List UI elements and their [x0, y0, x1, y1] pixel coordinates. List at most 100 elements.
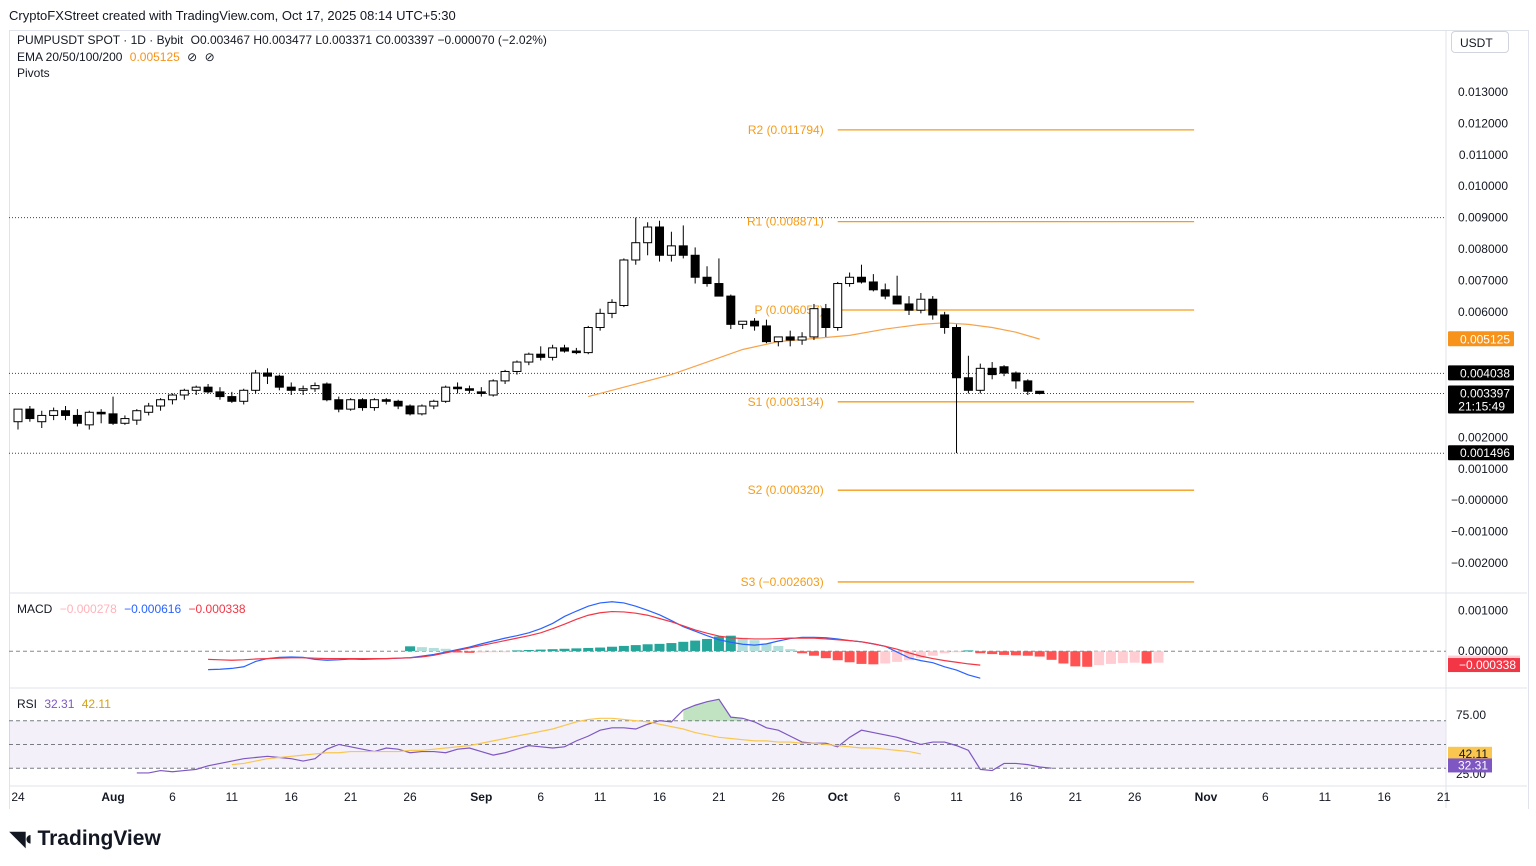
time-axis-label: 26 — [772, 790, 786, 804]
legend-rsi[interactable]: RSI 32.31 42.11 — [17, 697, 115, 711]
chart-frame — [9, 30, 1529, 809]
candle-body — [274, 375, 284, 388]
macd-histogram-bar — [559, 648, 570, 652]
legend-macd-hist: −0.000278 — [59, 602, 117, 616]
price-tick-label: 0.008000 — [1458, 242, 1508, 256]
macd-histogram-bar — [725, 635, 736, 652]
candle-body — [833, 283, 843, 329]
candle-body — [1035, 390, 1045, 394]
macd-histogram-bar — [820, 651, 831, 659]
candle-body — [892, 295, 902, 305]
candle-body — [714, 283, 724, 297]
legend-macd-signal: −0.000338 — [188, 602, 246, 616]
price-tick-label: 0.002000 — [1458, 430, 1508, 444]
macd-histogram-bar — [832, 651, 843, 661]
candle-body — [453, 386, 463, 390]
candle-body — [643, 226, 653, 244]
candle-body — [346, 399, 356, 410]
pivot-label: S3 (−0.002603) — [741, 575, 824, 589]
candle-body — [61, 410, 71, 416]
eye-off-icon[interactable]: ⊘ — [187, 50, 198, 64]
price-tick-label: 0.001000 — [1458, 462, 1508, 476]
macd-histogram-bar — [666, 643, 677, 652]
time-axis-label: 24 — [11, 790, 25, 804]
candle-body — [167, 394, 177, 401]
time-axis-label: Sep — [470, 790, 492, 804]
candle-body — [13, 408, 23, 423]
macd-histogram-bar — [915, 651, 926, 658]
rsi-badge-text: 42.11 — [1459, 747, 1488, 761]
macd-histogram-bar — [773, 645, 784, 652]
macd-histogram-bar — [452, 651, 463, 653]
macd-histogram-bar — [571, 648, 582, 652]
candle-body — [37, 414, 47, 423]
candle-body — [845, 276, 855, 285]
candle-body — [583, 327, 593, 354]
rsi-badge-text: 32.31 — [1458, 758, 1488, 772]
macd-histogram-bar — [607, 646, 617, 652]
currency-selector[interactable]: USDT — [1451, 31, 1509, 53]
time-axis-label: 16 — [1009, 790, 1023, 804]
legend-symbol-text: PUMPUSDT SPOT · 1D · Bybit — [17, 33, 184, 47]
legend-ema[interactable]: EMA 20/50/100/200 0.005125 ⊘ ⊘ — [17, 50, 219, 64]
candle-body — [559, 347, 569, 352]
macd-histogram-bar — [1082, 651, 1093, 667]
candle-body — [916, 298, 926, 311]
rsi-line — [136, 698, 1052, 774]
candle-body — [108, 413, 118, 424]
pivot-label: S2 (0.000320) — [748, 483, 824, 497]
candle-body — [120, 418, 130, 424]
price-tick-label: 0.006000 — [1458, 305, 1508, 319]
candle-body — [868, 281, 878, 291]
candle-body — [809, 308, 819, 338]
time-axis-label: 11 — [594, 790, 607, 804]
attribution-text: CryptoFXStreet created with TradingView.… — [9, 8, 456, 23]
candle-body — [856, 276, 866, 283]
candle-body — [524, 353, 534, 363]
candle-body — [464, 388, 474, 391]
candle-body — [298, 388, 308, 391]
candle-body — [987, 367, 997, 376]
time-axis-label: 21 — [1069, 790, 1083, 804]
macd-histogram-bar — [654, 643, 665, 652]
legend-macd[interactable]: MACD −0.000278 −0.000616 −0.000338 — [17, 602, 250, 616]
candle-body — [429, 400, 439, 407]
macd-histogram-bar — [500, 651, 511, 653]
candle-body — [49, 410, 59, 416]
macd-histogram-bar — [511, 650, 522, 652]
candle-body — [607, 301, 617, 314]
rsi-ma-line — [231, 717, 921, 766]
macd-histogram-bar — [440, 648, 451, 652]
tradingview-logo-icon: ◥◖ — [10, 828, 35, 850]
rsi-tick-label: 75.00 — [1456, 708, 1486, 722]
candle-body — [96, 411, 106, 415]
macd-histogram-bar — [1129, 651, 1140, 663]
time-axis-label: 21 — [344, 790, 358, 804]
candle-body — [619, 259, 629, 307]
time-axis-label: 26 — [403, 790, 417, 804]
macd-badge-text: −0.000338 — [1459, 658, 1516, 672]
macd-histogram-bar — [1034, 651, 1045, 657]
candle-body — [144, 405, 154, 413]
legend-pivots[interactable]: Pivots — [17, 66, 50, 80]
candle-body — [678, 245, 688, 256]
macd-histogram-bar — [476, 651, 487, 653]
candle-body — [738, 320, 748, 325]
candle-body — [750, 320, 760, 327]
macd-line — [208, 601, 981, 679]
macd-histogram-bar — [951, 651, 962, 653]
time-axis-label: 21 — [712, 790, 726, 804]
candle-body — [1023, 380, 1033, 392]
macd-histogram-bar — [856, 651, 867, 664]
time-axis-label: 11 — [950, 790, 963, 804]
candle-body — [821, 308, 831, 329]
time-axis-label: 6 — [169, 790, 176, 804]
price-badge-text: 0.004038 — [1460, 366, 1510, 380]
tradingview-logo-text: TradingView — [37, 826, 161, 850]
macd-histogram-bar — [405, 646, 416, 652]
candle-body — [785, 336, 795, 341]
macd-histogram-bar — [987, 651, 998, 655]
time-axis-label: Oct — [828, 790, 848, 804]
eye-off-icon[interactable]: ⊘ — [204, 50, 215, 64]
